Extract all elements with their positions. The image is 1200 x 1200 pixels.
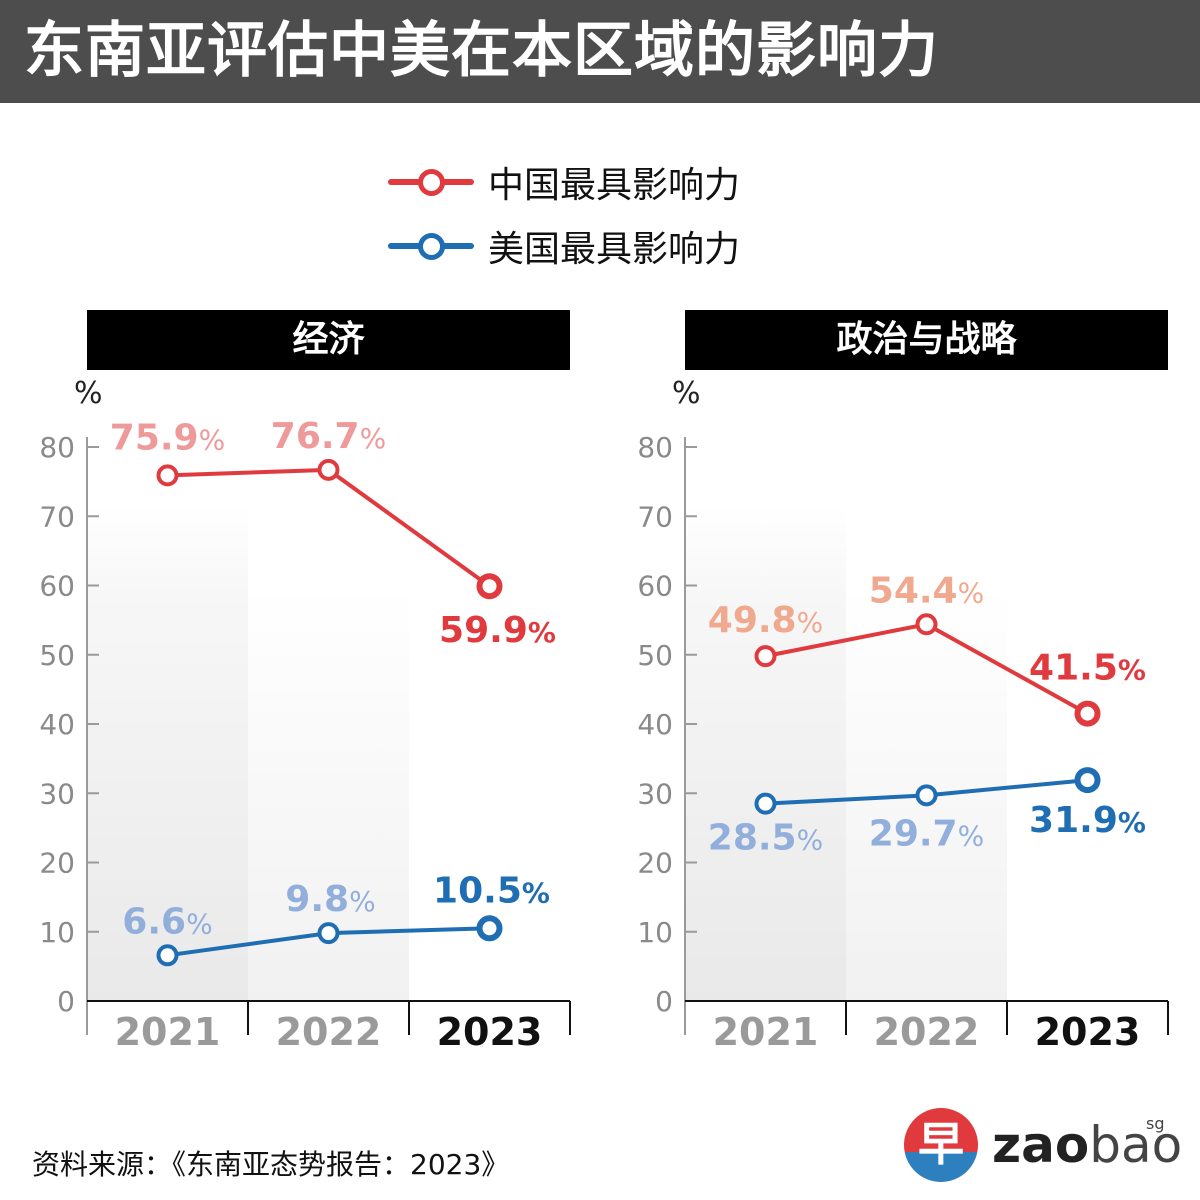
data-label-china-2021: 75.9% [110,417,225,458]
y-tick-label: 0 [655,985,673,1018]
y-tick-label: 70 [39,500,75,533]
logo-wordmark: zaobao [992,1116,1182,1174]
data-label-pct: % [1118,806,1146,839]
y-tick-label: 60 [637,570,673,603]
y-unit-politics: % [672,376,701,411]
data-label-value: 31.9 [1029,800,1118,841]
data-label-value: 41.5 [1029,648,1118,689]
x-tick-label-2023: 2023 [1035,1010,1141,1054]
y-tick-label: 30 [39,777,75,810]
data-label-pct: % [797,824,824,857]
data-point-usa-2022 [915,784,938,807]
data-point-china-2021 [754,645,777,668]
data-point-usa-2023 [476,915,503,942]
y-tick-label: 50 [637,639,673,672]
y-unit-economy: % [74,376,103,411]
y-tick-label: 40 [39,708,75,741]
data-label-pct: % [522,876,550,909]
column-bg-2021 [685,506,846,1001]
data-label-usa-2023: 31.9% [1029,800,1146,841]
y-tick-label: 80 [39,431,75,464]
data-label-usa-2022: 9.8% [285,879,375,920]
data-label-value: 75.9 [110,417,199,458]
data-label-china-2022: 76.7% [271,416,386,457]
data-label-value: 6.6 [122,901,186,942]
data-label-pct: % [528,616,556,649]
column-bg-2021 [87,506,248,1001]
data-point-china-2022 [915,613,938,636]
data-label-china-2022: 54.4% [869,570,984,611]
x-tick-label-2021: 2021 [115,1010,221,1054]
data-label-value: 9.8 [285,879,349,920]
panel-title-politics: 政治与战略 [836,319,1017,360]
title-bar: 东南亚评估中美在本区域的影响力 [0,0,1200,103]
data-label-pct: % [1118,654,1146,687]
y-tick-label: 10 [39,916,75,949]
logo-text-bold: zao [992,1116,1090,1174]
legend-marker-china [418,169,445,196]
y-tick-label: 70 [637,500,673,533]
source-note: 资料来源：《东南亚态势报告：2023》 [32,1148,510,1181]
data-point-china-2021 [156,464,179,487]
data-label-value: 10.5 [433,870,522,911]
legend-label-usa: 美国最具影响力 [488,229,741,270]
data-label-china-2023: 59.9% [439,610,556,651]
x-tick-label-2022: 2022 [874,1010,980,1054]
panel-header-politics: 政治与战略 [685,310,1168,370]
logo-glyph: 早 [918,1117,964,1171]
legend-label-china: 中国最具影响力 [488,165,741,206]
data-label-pct: % [360,422,387,455]
legend-marker-usa [418,233,445,260]
x-tick-label-2022: 2022 [276,1010,382,1054]
data-point-china-2022 [317,458,340,481]
y-tick-label: 10 [637,916,673,949]
data-point-usa-2022 [317,922,340,945]
y-tick-label: 20 [637,847,673,880]
x-tick-label-2023: 2023 [437,1010,543,1054]
logo-suffix: sg [1146,1114,1165,1133]
panel-header-economy: 经济 [87,310,570,370]
data-label-pct: % [958,576,985,609]
y-tick-label: 40 [637,708,673,741]
data-label-usa-2021: 6.6% [122,901,212,942]
y-tick-label: 0 [57,985,75,1018]
data-label-pct: % [186,907,213,940]
data-label-usa-2021: 28.5% [708,818,823,859]
y-tick-label: 20 [39,847,75,880]
data-label-value: 76.7 [271,416,360,457]
logo-text-light: bao [1089,1116,1183,1174]
data-label-value: 29.7 [869,813,958,854]
data-label-value: 49.8 [708,600,797,641]
data-point-usa-2021 [156,944,179,967]
data-label-value: 59.9 [439,610,528,651]
logo-mark: 早 [904,1108,978,1182]
data-label-value: 28.5 [708,818,797,859]
data-point-usa-2023 [1074,767,1101,794]
y-tick-label: 80 [637,431,673,464]
data-label-china-2021: 49.8% [708,600,823,641]
data-point-china-2023 [1074,700,1101,727]
data-label-pct: % [797,606,824,639]
zaobao-logo[interactable]: 早 zaobao sg [904,1108,1182,1188]
y-tick-label: 60 [39,570,75,603]
panel-title-economy: 经济 [292,319,365,360]
data-label-china-2023: 41.5% [1029,648,1146,689]
data-label-usa-2022: 29.7% [869,813,984,854]
data-label-pct: % [958,819,985,852]
data-label-value: 54.4 [869,570,958,611]
data-label-pct: % [199,423,226,456]
data-point-china-2023 [476,573,503,600]
x-tick-label-2021: 2021 [713,1010,819,1054]
y-tick-label: 50 [39,639,75,672]
data-label-usa-2023: 10.5% [433,870,550,911]
data-point-usa-2021 [754,792,777,815]
data-label-pct: % [349,885,376,918]
y-tick-label: 30 [637,777,673,810]
page-title: 东南亚评估中美在本区域的影响力 [24,16,939,86]
